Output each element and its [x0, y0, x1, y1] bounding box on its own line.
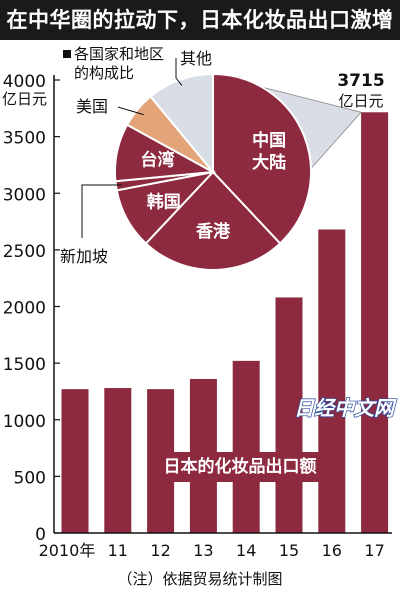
leader-usa: [117, 106, 144, 116]
last-bar-value: 3715: [337, 71, 384, 91]
x-tick-label: 13: [193, 541, 213, 560]
y-tick-label: 1000: [3, 412, 46, 432]
pie-label-china-line-2: 大陆: [252, 152, 286, 173]
leader-other: [175, 58, 183, 86]
pie-slice-1: [144, 170, 282, 271]
pie-title-line-1: 各国家和地区: [74, 45, 164, 63]
pie-label-korea: 韩国: [147, 191, 181, 212]
bar-6: [318, 229, 346, 534]
pie-label-usa: 美国: [76, 97, 108, 116]
pie-title-line-2: 的构成比: [74, 64, 134, 82]
leader-singapore: [81, 184, 122, 238]
x-tick-label: 15: [279, 541, 299, 560]
x-tick-label: 11: [108, 541, 128, 560]
x-tick-label: 17: [364, 541, 384, 560]
y-tick-label: 4000: [3, 72, 46, 92]
x-axis: 2010年 11 12 13 14 15 16 17: [39, 532, 392, 560]
y-tick-label: 500: [14, 468, 46, 488]
series-label: 日本的化妆品出口额: [164, 456, 317, 477]
pie-label-taiwan: 台湾: [141, 150, 175, 171]
y-tick-label: 3500: [3, 129, 46, 149]
chart-title: 在中华圈的拉动下，日本化妆品出口激增: [0, 0, 400, 40]
x-tick-label: 2010年: [39, 541, 96, 560]
bar-5: [275, 297, 303, 533]
y-tick-label: 2000: [3, 299, 46, 319]
pie-slice-6: [149, 72, 214, 175]
pie-label-singapore: 新加坡: [60, 247, 108, 266]
last-bar-unit: 亿日元: [338, 92, 383, 110]
y-axis: 0 500 1000 1500 2000 2500 3000 3500 4000: [3, 72, 60, 545]
bar-1: [104, 388, 132, 533]
x-tick-label: 14: [236, 541, 256, 560]
y-tick-label: 0: [35, 525, 46, 545]
series-label-band: [150, 452, 340, 482]
bar-4: [232, 360, 260, 533]
pie-chart: [114, 72, 312, 271]
pie-title-bullet: [63, 50, 71, 58]
y-tick-label: 2500: [3, 242, 46, 262]
pie-label-other: 其他: [180, 49, 212, 68]
y-tick-label: 1500: [3, 355, 46, 375]
bar-0: [61, 389, 89, 533]
footnote: （注）依据贸易统计制图: [117, 570, 282, 588]
y-tick-label: 3000: [3, 185, 46, 205]
pie-label-hongkong: 香港: [196, 221, 231, 242]
bar-7: [361, 112, 389, 534]
x-tick-label: 12: [150, 541, 170, 560]
x-tick-label: 16: [322, 541, 342, 560]
watermark: 日经中文网: [294, 396, 397, 420]
pie-slice-0: [212, 72, 312, 245]
pie-label-china-line-1: 中国: [252, 130, 286, 151]
y-axis-unit: 亿日元: [2, 90, 47, 108]
